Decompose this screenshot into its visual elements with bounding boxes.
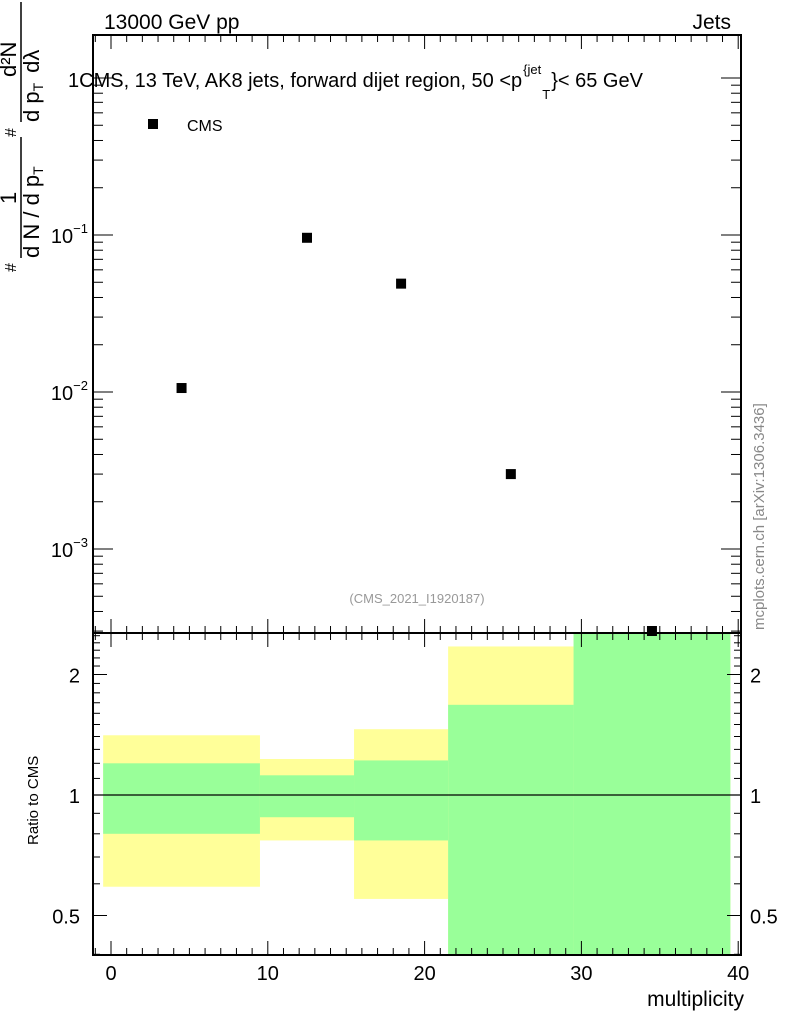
x-tick-label: 20 [413,963,435,985]
ratio-y-tick-label-left: 1 [69,786,80,808]
ylabel-den-text: d N / d p [19,175,44,258]
ylabel-den2: d pTdλ [19,50,46,122]
title-tail: }< 65 GeV [551,70,643,92]
inner-band-bin-4 [573,633,731,955]
inner-band-bin-2 [354,760,449,841]
y-tick-exponent: −1 [73,221,88,236]
y-tick-exponent: −2 [73,378,88,393]
watermark: mcplots.cern.ch [arXiv:1306.3436] [751,403,768,630]
header-left: 13000 GeV pp [104,11,239,34]
legend-marker [148,119,158,129]
ratio-y-tick-label-left: 0.5 [52,907,80,929]
data-point [646,626,657,636]
plot-title: 1CMS, 13 TeV, AK8 jets, forward dijet re… [68,62,644,102]
ylabel-hash1: # [3,263,20,272]
ratio-y-axis-label: Ratio to CMS [25,756,42,845]
legend-label: CMS [187,118,223,135]
ratio-panel-frame [92,632,742,956]
ylabel-num2: d²N [0,42,21,77]
y-tick-label: 10−1 [51,221,88,248]
x-axis-label: multiplicity [647,988,744,1011]
title-main: 1CMS, 13 TeV, AK8 jets, forward dijet re… [68,70,522,92]
ratio-bands [103,633,731,955]
ylabel-den-sub: T [30,166,46,175]
ylabel-one: 1 [0,192,21,204]
inner-band-bin-1 [259,775,355,818]
ratio-y-tick-label-right: 1 [750,786,761,808]
y-tick-label: 10−3 [51,535,88,562]
ylabel-hash2: # [3,128,20,137]
title-sub: T [542,87,550,102]
y-tick-label: 10−2 [51,378,88,405]
data-point [176,383,187,394]
ratio-y-tick-label-right: 0.5 [750,907,778,929]
inner-band-bin-3 [448,704,574,955]
ylabel-den2-sub: T [30,82,46,91]
header-right: Jets [692,11,731,34]
main-y-axis-label: # 1 d N / d pT # d²N d pTdλ [0,2,46,272]
inner-band-bin-0 [103,763,260,834]
data-point [302,232,312,243]
y-tick-base: 10 [51,383,73,405]
title-sup: {jet [523,62,541,77]
y-tick-base: 10 [51,226,73,248]
analysis-id: (CMS_2021_I1920187) [349,591,484,606]
data-point [505,469,516,480]
y-tick-base: 10 [51,540,73,562]
ylabel-den2-text: d p [19,91,44,122]
ylabel-dlambda: dλ [19,50,44,73]
x-tick-label: 40 [727,963,749,985]
ratio-y-tick-label-left: 2 [69,666,80,688]
data-points [176,232,657,636]
y-tick-exponent: −3 [73,535,88,550]
x-tick-label: 30 [570,963,592,985]
data-point [396,278,407,289]
x-tick-label: 10 [257,963,279,985]
x-tick-label: 0 [105,963,116,985]
ylabel-den: d N / d pT [19,166,46,258]
ratio-y-tick-label-right: 2 [750,666,761,688]
